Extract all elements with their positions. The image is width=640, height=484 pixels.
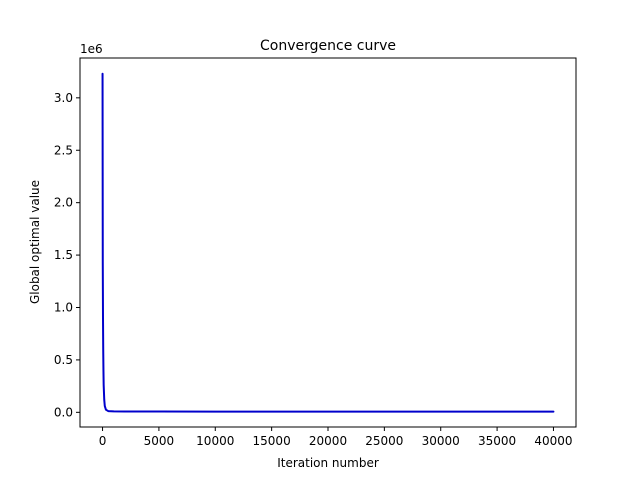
x-tick-label: 20000 bbox=[309, 434, 347, 448]
x-tick-label: 5000 bbox=[144, 434, 175, 448]
y-axis-offset-label: 1e6 bbox=[80, 42, 103, 56]
x-tick-label: 30000 bbox=[422, 434, 460, 448]
x-tick-label: 10000 bbox=[196, 434, 234, 448]
y-axis-ticks: 0.0 0.5 1.0 1.5 2.0 2.5 3.0 bbox=[54, 91, 80, 419]
plot-layer bbox=[101, 72, 555, 413]
chart-title: Convergence curve bbox=[260, 38, 396, 54]
x-tick-label: 40000 bbox=[534, 434, 572, 448]
y-tick-label: 1.5 bbox=[54, 248, 73, 262]
y-tick-label: 2.5 bbox=[54, 143, 73, 157]
x-tick-label: 25000 bbox=[365, 434, 403, 448]
x-tick-label: 15000 bbox=[253, 434, 291, 448]
x-axis-ticks: 0 5000 10000 15000 20000 25000 30000 35000 40000 bbox=[99, 427, 573, 448]
x-tick-label: 35000 bbox=[478, 434, 516, 448]
y-tick-label: 0.0 bbox=[54, 405, 73, 419]
y-tick-label: 3.0 bbox=[54, 91, 73, 105]
y-tick-label: 1.0 bbox=[54, 300, 73, 314]
x-axis-label: Iteration number bbox=[277, 456, 379, 470]
y-axis-label: Global optimal value bbox=[28, 180, 42, 304]
y-tick-label: 2.0 bbox=[54, 196, 73, 210]
x-tick-label: 0 bbox=[99, 434, 107, 448]
series-line-0 bbox=[101, 72, 555, 413]
y-tick-label: 0.5 bbox=[54, 353, 73, 367]
